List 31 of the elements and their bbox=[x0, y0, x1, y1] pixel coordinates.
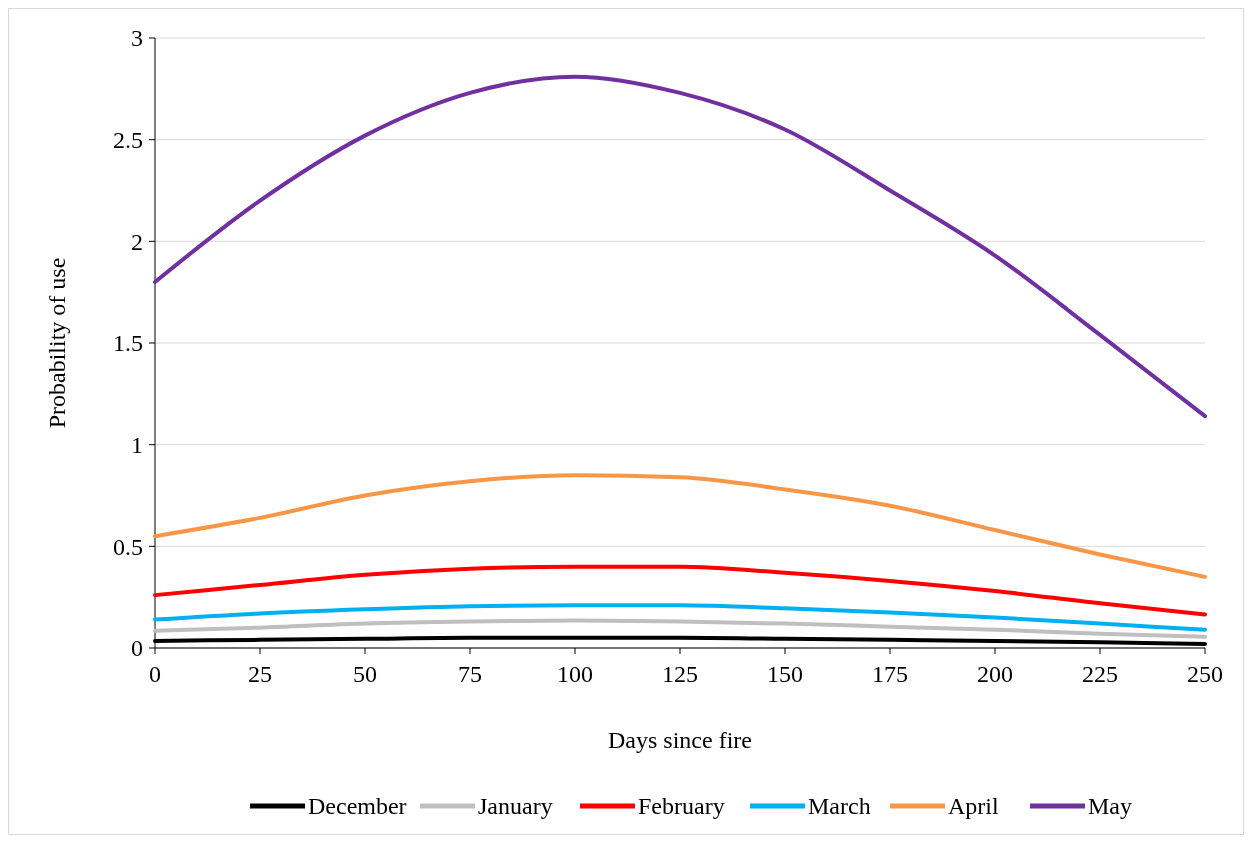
y-tick-label: 0 bbox=[131, 635, 143, 662]
legend-label: April bbox=[948, 793, 999, 820]
y-tick-label: 0.5 bbox=[113, 533, 143, 560]
x-tick-label: 200 bbox=[977, 661, 1013, 687]
line-series bbox=[153, 564, 1207, 617]
x-tick-label: 50 bbox=[353, 661, 377, 687]
line-series bbox=[153, 618, 1207, 639]
x-axis-title: Days since fire bbox=[608, 727, 752, 753]
legend-label: May bbox=[1088, 793, 1132, 820]
y-tick-label: 1.5 bbox=[113, 330, 143, 357]
x-tick-label: 75 bbox=[458, 661, 482, 687]
legend-label: February bbox=[638, 793, 725, 820]
line-series bbox=[153, 473, 1207, 579]
legend-label: December bbox=[308, 793, 407, 820]
x-tick-label: 125 bbox=[662, 661, 698, 687]
y-tick-label: 2 bbox=[131, 228, 143, 255]
legend-label: January bbox=[478, 793, 553, 820]
x-tick-label: 0 bbox=[149, 661, 161, 687]
y-axis-title: Probability of use bbox=[44, 257, 70, 429]
x-tick-label: 100 bbox=[557, 661, 593, 687]
line-series bbox=[153, 74, 1207, 419]
x-tick-label: 25 bbox=[248, 661, 272, 687]
line-series bbox=[153, 603, 1207, 632]
y-tick-label: 3 bbox=[131, 25, 143, 52]
y-tick-label: 1 bbox=[131, 432, 143, 459]
x-tick-label: 175 bbox=[872, 661, 908, 687]
legend-label: March bbox=[808, 793, 871, 820]
y-tick-label: 2.5 bbox=[113, 127, 143, 154]
x-tick-label: 250 bbox=[1187, 661, 1223, 687]
x-tick-label: 225 bbox=[1082, 661, 1118, 687]
x-tick-label: 150 bbox=[767, 661, 803, 687]
